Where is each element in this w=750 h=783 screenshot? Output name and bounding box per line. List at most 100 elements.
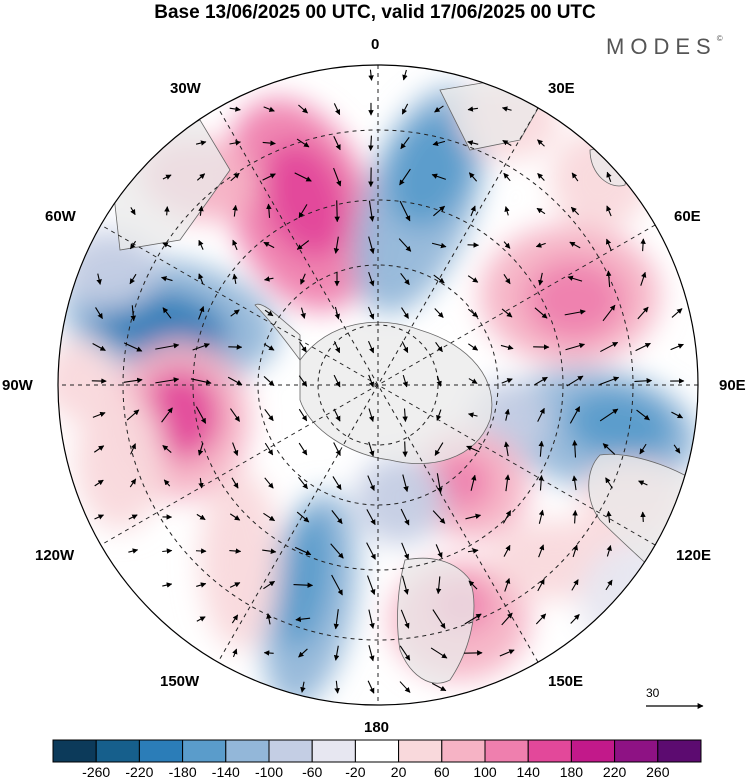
wind-arrow	[606, 545, 612, 557]
wind-arrow	[333, 645, 340, 661]
lon-label-90e: 90E	[719, 377, 746, 394]
wind-arrow	[599, 408, 619, 422]
wind-arrow	[296, 511, 310, 523]
colorbar-tick-label: -220	[125, 764, 154, 780]
wind-arrow	[229, 513, 241, 521]
wind-arrow	[198, 205, 204, 216]
anomaly-contour	[550, 130, 650, 230]
wind-arrow	[634, 378, 653, 384]
wind-arrow	[263, 650, 274, 656]
colorbar-swatch	[311, 739, 356, 763]
wind-arrow	[468, 378, 478, 384]
wind-arrow	[501, 106, 512, 112]
wind-arrow	[537, 407, 545, 422]
wind-arrow	[501, 308, 513, 318]
wind-arrow	[198, 273, 204, 285]
colorbar-swatch	[354, 739, 400, 763]
wind-arrow	[606, 205, 612, 217]
wind-arrow	[298, 476, 308, 490]
lon-label-30w: 30W	[170, 80, 201, 97]
colorbar-tick-label: -260	[82, 764, 111, 780]
wind-arrow	[195, 140, 207, 146]
wind-arrow	[129, 273, 137, 285]
wind-arrow	[504, 577, 511, 592]
anomaly-contour	[75, 390, 165, 530]
modes-logo: MODES©	[606, 34, 723, 59]
colorbar-swatch	[657, 739, 702, 763]
wind-arrow	[227, 376, 243, 386]
lon-label-120w: 120W	[35, 547, 75, 564]
colorbar-tick-label: 220	[602, 764, 627, 780]
wind-arrow	[231, 614, 239, 624]
wind-arrow	[93, 445, 105, 453]
wind-arrow	[368, 609, 375, 629]
wind-arrow	[368, 271, 375, 287]
colorbar-swatch	[95, 739, 140, 763]
anomaly-contour	[200, 470, 280, 650]
wind-arrow	[232, 239, 238, 251]
wind-arrow	[434, 105, 444, 113]
landmass	[254, 303, 301, 362]
wind-arrow	[636, 409, 650, 421]
wind-arrow	[230, 408, 240, 422]
wind-arrow	[640, 238, 646, 252]
wind-arrow	[128, 514, 138, 520]
wind-arrow	[130, 305, 136, 322]
wind-arrow	[401, 341, 409, 353]
wind-arrow	[501, 378, 513, 384]
wind-arrow	[499, 649, 515, 657]
anomaly-contour	[432, 453, 492, 511]
wind-arrow	[294, 172, 312, 182]
wind-arrow	[368, 69, 374, 81]
wind-arrow	[94, 479, 104, 487]
wind-arrow	[638, 480, 648, 486]
wind-arrow	[639, 443, 647, 455]
wind-arrow	[470, 205, 476, 217]
wind-arrow	[436, 409, 442, 421]
wind-arrow	[331, 510, 343, 525]
colorbar-tick-label: -60	[302, 764, 323, 780]
wind-arrow	[571, 475, 578, 491]
wind-arrow	[402, 69, 408, 81]
lon-label-30e: 30E	[548, 80, 575, 97]
wind-arrow	[263, 343, 275, 351]
wind-arrow	[467, 140, 479, 146]
landmass	[397, 557, 475, 684]
wind-arrow	[162, 548, 173, 554]
wind-arrow	[264, 408, 274, 422]
wind-arrow	[198, 239, 204, 250]
wind-arrow	[432, 510, 446, 524]
wind-arrow	[435, 544, 443, 559]
wind-arrow	[163, 479, 171, 487]
wind-arrow	[431, 173, 447, 180]
colorbar-swatch	[268, 739, 313, 763]
wind-arrow	[162, 174, 172, 180]
wind-arrow	[571, 579, 579, 591]
wind-arrow	[196, 513, 206, 521]
wind-arrow	[230, 309, 240, 317]
wind-arrow	[464, 613, 482, 625]
wind-arrow	[504, 206, 510, 216]
colorbar-tick-label: 140	[516, 764, 540, 780]
wind-arrow	[567, 275, 583, 282]
colorbar-tick-labels: -260 -220 -180 -140 -100 -60 -20 20 60 100 140 180 2…	[0, 764, 750, 782]
wind-arrow	[606, 270, 612, 288]
wind-arrow	[502, 510, 512, 524]
wind-arrow	[434, 442, 444, 456]
wind-arrow	[572, 439, 578, 458]
wind-arrow	[263, 376, 275, 386]
wind-arrow	[435, 576, 442, 595]
wind-arrow	[192, 343, 210, 351]
wind-arrow	[572, 509, 578, 524]
wind-arrow	[671, 411, 684, 419]
wind-arrow	[263, 512, 276, 522]
reference-vector-label: 30	[646, 686, 660, 700]
wind-arrow	[295, 616, 311, 622]
wind-arrow	[468, 172, 478, 182]
wind-arrow	[538, 440, 544, 457]
wind-arrow	[332, 476, 342, 491]
wind-arrow	[467, 412, 478, 418]
wind-arrow	[196, 173, 206, 181]
colorbar-tick-label: -20	[345, 764, 366, 780]
wind-arrow	[503, 544, 511, 557]
